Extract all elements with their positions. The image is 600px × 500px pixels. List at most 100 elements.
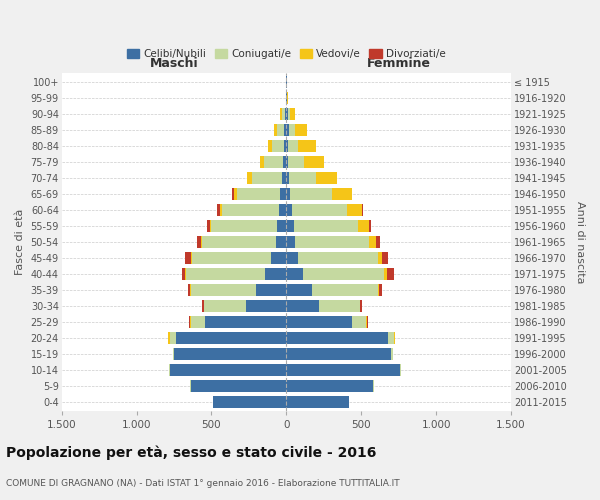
- Bar: [394, 332, 395, 344]
- Bar: [191, 284, 256, 296]
- Bar: [282, 172, 286, 184]
- Bar: [173, 348, 174, 360]
- Bar: [294, 220, 358, 232]
- Bar: [286, 396, 349, 408]
- Bar: [265, 268, 286, 280]
- Bar: [295, 124, 307, 136]
- Bar: [286, 236, 295, 248]
- Bar: [201, 236, 202, 248]
- Bar: [260, 156, 264, 168]
- Bar: [288, 156, 304, 168]
- Bar: [280, 108, 282, 120]
- Bar: [264, 156, 283, 168]
- Bar: [376, 236, 380, 248]
- Text: Femmine: Femmine: [367, 57, 431, 70]
- Bar: [292, 204, 347, 216]
- Bar: [169, 364, 170, 376]
- Bar: [282, 108, 285, 120]
- Bar: [289, 172, 316, 184]
- Bar: [252, 172, 282, 184]
- Bar: [316, 172, 337, 184]
- Bar: [286, 204, 292, 216]
- Bar: [170, 332, 176, 344]
- Bar: [286, 364, 400, 376]
- Y-axis label: Anni di nascita: Anni di nascita: [575, 201, 585, 283]
- Bar: [256, 284, 286, 296]
- Bar: [400, 364, 401, 376]
- Legend: Celibi/Nubili, Coniugati/e, Vedovi/e, Divorziati/e: Celibi/Nubili, Coniugati/e, Vedovi/e, Di…: [122, 44, 450, 64]
- Bar: [360, 300, 361, 312]
- Bar: [388, 332, 394, 344]
- Bar: [213, 396, 286, 408]
- Bar: [170, 364, 286, 376]
- Bar: [237, 188, 280, 200]
- Bar: [286, 124, 289, 136]
- Bar: [369, 236, 376, 248]
- Bar: [352, 316, 367, 328]
- Bar: [274, 124, 277, 136]
- Bar: [378, 252, 382, 264]
- Bar: [246, 300, 286, 312]
- Bar: [268, 140, 272, 152]
- Bar: [378, 284, 379, 296]
- Bar: [188, 284, 190, 296]
- Bar: [286, 380, 373, 392]
- Bar: [286, 108, 288, 120]
- Y-axis label: Fasce di età: Fasce di età: [15, 209, 25, 276]
- Bar: [332, 188, 352, 200]
- Bar: [271, 252, 286, 264]
- Bar: [277, 124, 284, 136]
- Bar: [286, 140, 288, 152]
- Bar: [298, 140, 316, 152]
- Bar: [283, 156, 286, 168]
- Bar: [295, 236, 369, 248]
- Bar: [384, 268, 387, 280]
- Bar: [361, 300, 362, 312]
- Bar: [217, 204, 220, 216]
- Bar: [286, 188, 290, 200]
- Bar: [286, 316, 352, 328]
- Bar: [272, 140, 284, 152]
- Bar: [191, 252, 192, 264]
- Bar: [202, 300, 203, 312]
- Bar: [284, 140, 286, 152]
- Bar: [182, 268, 185, 280]
- Bar: [285, 108, 286, 120]
- Bar: [304, 156, 324, 168]
- Bar: [210, 220, 211, 232]
- Bar: [232, 188, 234, 200]
- Bar: [284, 124, 286, 136]
- Bar: [367, 316, 368, 328]
- Bar: [220, 204, 222, 216]
- Bar: [303, 268, 384, 280]
- Bar: [288, 108, 290, 120]
- Bar: [369, 220, 371, 232]
- Bar: [205, 316, 286, 328]
- Text: Popolazione per età, sesso e stato civile - 2016: Popolazione per età, sesso e stato civil…: [6, 446, 376, 460]
- Text: COMUNE DI GRAGNANO (NA) - Dati ISTAT 1° gennaio 2016 - Elaborazione TUTTITALIA.I: COMUNE DI GRAGNANO (NA) - Dati ISTAT 1° …: [6, 479, 400, 488]
- Bar: [289, 124, 295, 136]
- Bar: [286, 300, 319, 312]
- Bar: [186, 268, 265, 280]
- Bar: [286, 220, 294, 232]
- Bar: [247, 172, 252, 184]
- Bar: [222, 204, 279, 216]
- Bar: [290, 188, 332, 200]
- Text: Maschi: Maschi: [150, 57, 199, 70]
- Bar: [207, 220, 210, 232]
- Bar: [286, 348, 391, 360]
- Bar: [234, 188, 237, 200]
- Bar: [362, 204, 364, 216]
- Bar: [286, 284, 312, 296]
- Bar: [312, 284, 378, 296]
- Bar: [168, 332, 170, 344]
- Bar: [391, 348, 392, 360]
- Bar: [279, 204, 286, 216]
- Bar: [347, 204, 362, 216]
- Bar: [286, 252, 298, 264]
- Bar: [382, 252, 388, 264]
- Bar: [319, 300, 360, 312]
- Bar: [288, 140, 298, 152]
- Bar: [174, 348, 286, 360]
- Bar: [298, 252, 378, 264]
